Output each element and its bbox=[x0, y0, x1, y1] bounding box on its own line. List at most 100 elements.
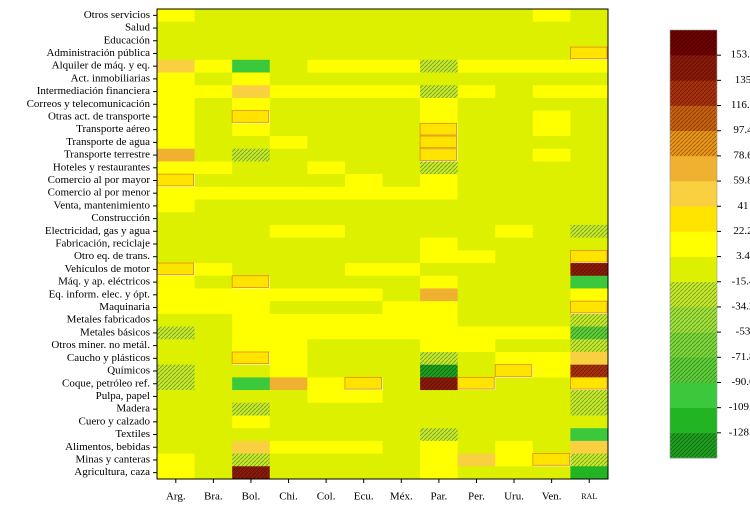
legend-label: 59.8 bbox=[733, 175, 750, 187]
cell bbox=[307, 224, 346, 238]
cell bbox=[307, 212, 346, 226]
row-label: Construcción bbox=[91, 212, 150, 224]
cell bbox=[194, 72, 233, 86]
cell bbox=[457, 466, 496, 480]
cell bbox=[344, 326, 383, 340]
cell bbox=[307, 34, 346, 48]
cell bbox=[420, 97, 458, 111]
row-label: Alimentos, bebidas bbox=[65, 441, 150, 453]
cell bbox=[269, 110, 308, 124]
cell bbox=[570, 275, 609, 289]
cell bbox=[307, 390, 346, 404]
cell bbox=[269, 390, 308, 404]
cell bbox=[307, 313, 346, 327]
cell bbox=[532, 440, 571, 454]
cell bbox=[194, 85, 233, 99]
cell bbox=[532, 47, 571, 61]
legend-swatch bbox=[670, 130, 717, 157]
column-label: Col. bbox=[317, 491, 336, 503]
cell bbox=[344, 364, 383, 378]
cell bbox=[157, 199, 195, 213]
cell bbox=[532, 351, 571, 365]
cell bbox=[532, 199, 571, 213]
cell bbox=[232, 186, 271, 200]
cell bbox=[495, 34, 534, 48]
cell bbox=[382, 97, 421, 111]
cell bbox=[420, 313, 458, 327]
cell bbox=[382, 415, 421, 429]
cell bbox=[194, 224, 233, 238]
row-label: Transporte aéreo bbox=[76, 123, 150, 135]
cell bbox=[532, 97, 571, 111]
cell bbox=[457, 110, 496, 124]
cell bbox=[457, 364, 496, 378]
cell bbox=[157, 351, 195, 365]
cell bbox=[232, 428, 271, 442]
cell bbox=[344, 199, 383, 213]
cell bbox=[344, 351, 383, 365]
legend-label: -53 bbox=[736, 326, 750, 338]
cell bbox=[570, 402, 609, 416]
cell bbox=[232, 364, 271, 378]
cell bbox=[156, 262, 194, 276]
cell bbox=[532, 136, 571, 150]
cell bbox=[495, 428, 534, 442]
cell bbox=[307, 174, 346, 188]
cell bbox=[570, 390, 609, 404]
cell bbox=[457, 123, 496, 137]
cell bbox=[457, 376, 495, 390]
cell bbox=[307, 199, 346, 213]
cell bbox=[269, 351, 308, 365]
cell bbox=[420, 351, 458, 365]
cell bbox=[382, 440, 421, 454]
cell bbox=[344, 161, 383, 175]
cell bbox=[344, 47, 383, 61]
legend-label: 135 bbox=[735, 74, 750, 86]
cell bbox=[194, 186, 233, 200]
cell bbox=[231, 275, 270, 288]
cell bbox=[457, 351, 496, 365]
row-label: Textiles bbox=[115, 428, 150, 440]
legend-label: -128.2 bbox=[729, 426, 750, 438]
legend-swatch bbox=[670, 382, 717, 408]
cell bbox=[156, 173, 194, 187]
cell bbox=[570, 300, 608, 314]
cell bbox=[307, 237, 346, 251]
row-label: Madera bbox=[116, 403, 150, 415]
cell bbox=[344, 390, 383, 404]
cell bbox=[344, 186, 383, 200]
cell bbox=[307, 123, 346, 137]
cell bbox=[157, 97, 195, 111]
cell bbox=[307, 339, 346, 353]
row-label: Administración pública bbox=[46, 47, 150, 59]
cell bbox=[269, 136, 308, 150]
cell bbox=[232, 224, 271, 238]
cell bbox=[570, 72, 609, 86]
cell bbox=[232, 301, 271, 315]
cell bbox=[382, 212, 421, 226]
cell bbox=[344, 34, 383, 48]
row-label: Eq. inform. elec. y ópt. bbox=[49, 288, 151, 300]
cell bbox=[495, 326, 534, 340]
cell bbox=[382, 326, 421, 340]
cell bbox=[307, 250, 346, 264]
cell bbox=[382, 263, 421, 277]
cell bbox=[269, 466, 308, 480]
cell bbox=[269, 364, 308, 378]
cell bbox=[382, 174, 421, 188]
cell bbox=[232, 72, 271, 86]
cell bbox=[532, 313, 571, 327]
cell bbox=[157, 9, 195, 23]
cell bbox=[269, 212, 308, 226]
cell bbox=[420, 263, 458, 277]
row-label: Transporte terrestre bbox=[64, 149, 150, 161]
row-label: Otros servicios bbox=[84, 9, 150, 21]
cell bbox=[344, 136, 383, 150]
row-label: Correos y telecomunicación bbox=[27, 98, 151, 110]
cell bbox=[157, 21, 195, 35]
cell bbox=[570, 174, 609, 188]
cell bbox=[307, 161, 346, 175]
cell bbox=[269, 85, 308, 99]
row-label: Transporte de agua bbox=[66, 136, 150, 148]
cell bbox=[420, 390, 458, 404]
